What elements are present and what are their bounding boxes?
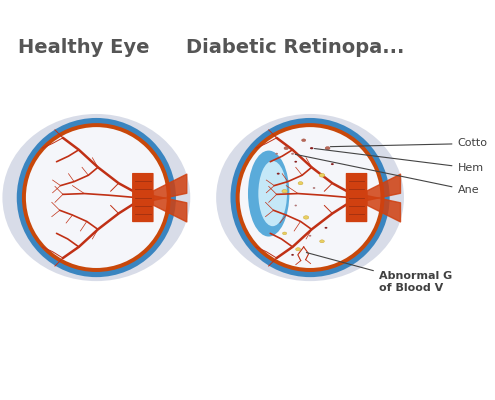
- Ellipse shape: [309, 235, 311, 237]
- Ellipse shape: [216, 114, 404, 281]
- Ellipse shape: [275, 153, 278, 155]
- Ellipse shape: [303, 216, 309, 219]
- Circle shape: [231, 118, 390, 277]
- Circle shape: [240, 127, 381, 268]
- Circle shape: [22, 123, 171, 272]
- Ellipse shape: [301, 139, 306, 142]
- Text: Cotto: Cotto: [330, 138, 488, 148]
- Circle shape: [17, 118, 176, 277]
- Ellipse shape: [283, 232, 287, 235]
- Text: Abnormal G
of Blood V: Abnormal G of Blood V: [306, 252, 452, 293]
- Ellipse shape: [277, 173, 280, 175]
- Ellipse shape: [325, 227, 327, 229]
- Ellipse shape: [320, 240, 324, 243]
- Ellipse shape: [296, 248, 300, 251]
- Ellipse shape: [282, 190, 287, 193]
- Ellipse shape: [313, 187, 315, 189]
- Ellipse shape: [295, 161, 297, 163]
- Circle shape: [236, 123, 385, 272]
- Text: Healthy Eye: Healthy Eye: [18, 38, 150, 57]
- Ellipse shape: [298, 182, 303, 185]
- FancyBboxPatch shape: [346, 173, 367, 222]
- Ellipse shape: [248, 150, 290, 236]
- Ellipse shape: [284, 147, 289, 150]
- Ellipse shape: [295, 205, 297, 206]
- Ellipse shape: [325, 146, 330, 150]
- FancyBboxPatch shape: [132, 173, 153, 222]
- Ellipse shape: [2, 114, 190, 281]
- Ellipse shape: [331, 163, 334, 165]
- Ellipse shape: [310, 147, 313, 149]
- Circle shape: [26, 127, 167, 268]
- Text: Hem: Hem: [314, 148, 484, 173]
- Text: Ane: Ane: [296, 154, 479, 195]
- Ellipse shape: [291, 153, 294, 155]
- Ellipse shape: [291, 254, 294, 256]
- Text: Diabetic Retinopa...: Diabetic Retinopa...: [186, 38, 404, 57]
- Ellipse shape: [319, 174, 325, 177]
- Ellipse shape: [258, 161, 287, 226]
